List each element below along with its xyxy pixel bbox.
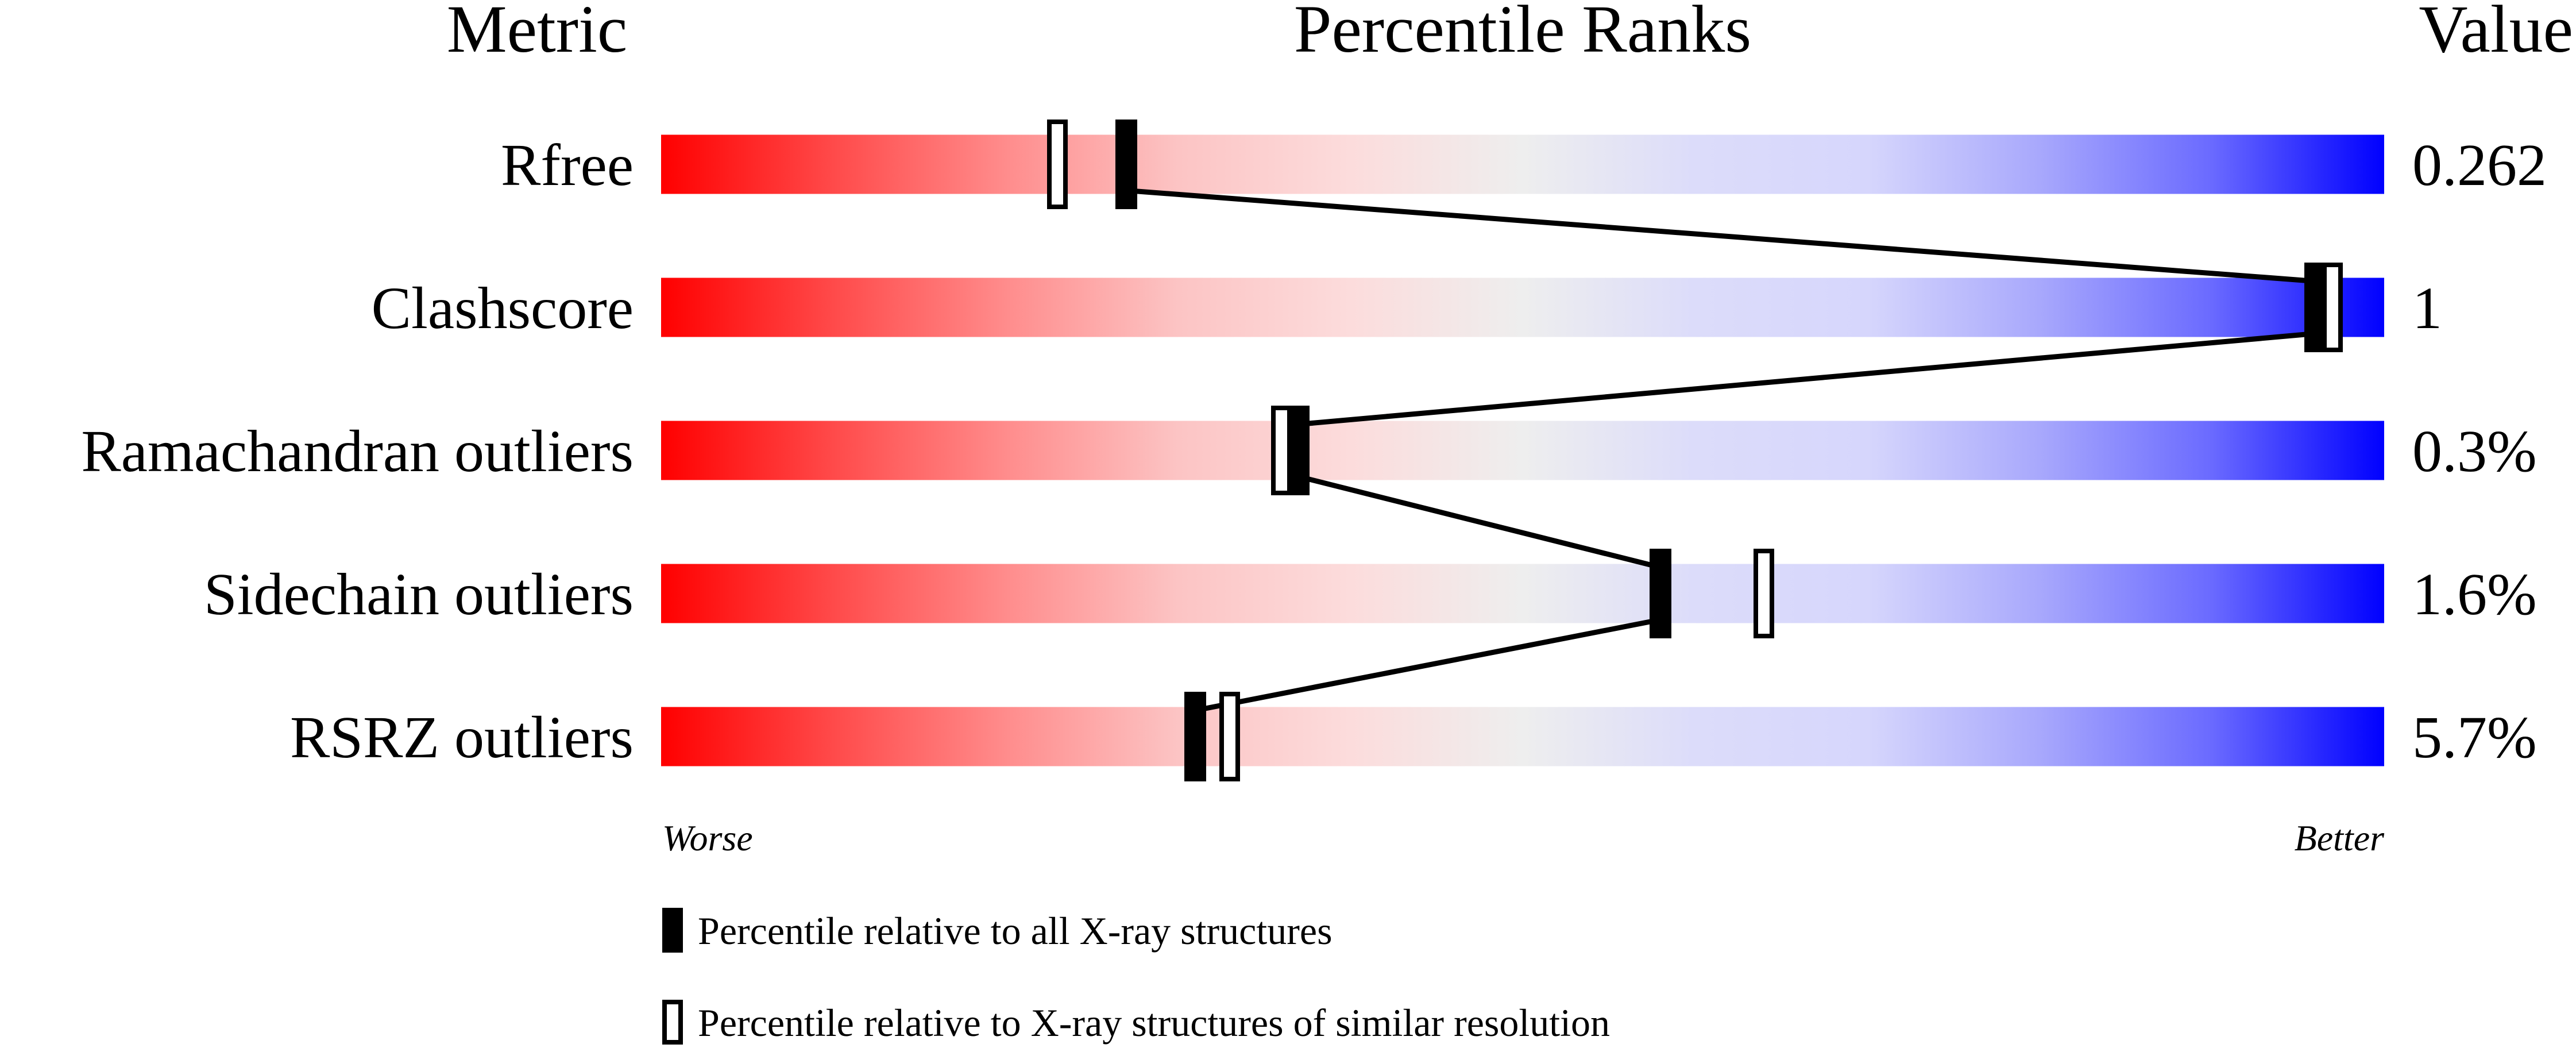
metric-label: RSRZ outliers [290,704,634,770]
connector-line [1298,331,2316,427]
metric-label: Sidechain outliers [204,561,634,627]
metric-value: 1.6% [2412,561,2537,627]
marker-all-structures [1650,549,1671,638]
axis-label-better: Better [2295,818,2385,858]
percentile-bar [661,134,2384,194]
percentile-bar [661,421,2384,480]
metric-label: Rfree [501,132,634,198]
header-value: Value [2419,0,2573,67]
header-metric: Metric [447,0,628,67]
metric-value: 0.262 [2412,132,2547,198]
marker-similar-resolution [1754,549,1774,638]
header-percentile-ranks: Percentile Ranks [1294,0,1751,67]
metric-value: 0.3% [2412,418,2537,484]
legend-filled-marker [662,908,683,953]
metric-label: Ramachandran outliers [81,418,634,484]
marker-all-structures [1115,120,1137,209]
marker-similar-resolution [1047,120,1068,209]
legend-text-all: Percentile relative to all X-ray structu… [698,909,1333,953]
legend-open-marker [662,1000,683,1045]
marker-all-structures [2304,263,2326,352]
connector-line [1297,474,1662,570]
metric-value: 1 [2412,275,2442,341]
marker-similar-resolution [1271,406,1292,495]
percentile-bar [661,564,2384,623]
percentile-bar [661,278,2384,337]
legend-text-similar: Percentile relative to X-ray structures … [698,1001,1610,1045]
axis-label-worse: Worse [662,818,753,858]
percentile-bar [661,707,2384,766]
metric-value: 5.7% [2412,704,2537,770]
marker-similar-resolution [2322,263,2343,352]
metric-label: Clashscore [372,275,634,341]
marker-all-structures [1184,692,1206,781]
marker-all-structures [1288,406,1310,495]
connector-line [1126,188,2316,284]
marker-similar-resolution [1219,692,1240,781]
connector-line [1195,617,1661,713]
